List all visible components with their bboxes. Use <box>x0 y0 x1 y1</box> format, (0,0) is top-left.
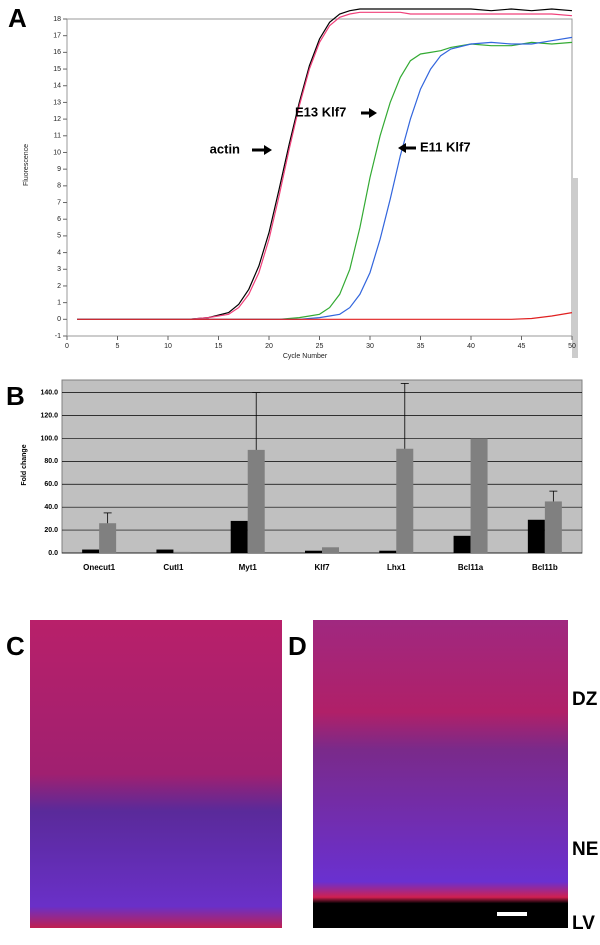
bar <box>470 438 488 553</box>
error-bar <box>103 512 112 524</box>
error-bar <box>400 383 409 449</box>
x-tick-label: 30 <box>366 343 374 350</box>
line <box>77 11 573 320</box>
y-tick-label: 100.0 <box>40 435 58 442</box>
x-tick-label: 25 <box>316 343 324 350</box>
x-tick-label: 15 <box>215 343 223 350</box>
y-tick-label: 120.0 <box>40 412 58 419</box>
bar <box>156 549 174 553</box>
y-tick-label: 60.0 <box>44 481 58 488</box>
x-tick-label: 50 <box>568 343 576 350</box>
y-tick-label: 9 <box>57 166 61 173</box>
bar <box>230 520 248 553</box>
x-tick-label: 45 <box>518 343 526 350</box>
micrograph <box>313 620 568 928</box>
y-tick-label: 14 <box>53 83 61 90</box>
panel-letter: B <box>6 381 25 411</box>
x-tick-label: 35 <box>417 343 425 350</box>
x-tick-label: Bcl11a <box>458 563 484 572</box>
y-axis-label: Fluorescence <box>23 144 30 186</box>
plot-edge <box>572 178 578 358</box>
panel-letter: D <box>288 631 307 661</box>
annotation: actin <box>210 141 240 156</box>
annotation: E13 Klf7 <box>295 104 346 119</box>
bar <box>173 551 191 553</box>
bar <box>305 550 322 553</box>
arrow-head <box>398 143 406 153</box>
x-tick-label: Onecut1 <box>83 563 116 572</box>
error-bar <box>549 490 558 502</box>
bar <box>247 449 265 553</box>
x-tick-label: 40 <box>467 343 475 350</box>
x-tick-label: 20 <box>265 343 273 350</box>
y-tick-label: 2 <box>57 283 61 290</box>
y-tick-label: -1 <box>55 333 61 340</box>
y-tick-label: 17 <box>53 33 61 40</box>
bar <box>322 547 339 553</box>
x-tick-label: Lhx1 <box>387 563 406 572</box>
y-tick-label: 0.0 <box>48 550 58 557</box>
plot-background <box>61 379 583 554</box>
error-bar <box>252 392 261 450</box>
y-tick-label: 15 <box>53 66 61 73</box>
bar <box>527 519 545 553</box>
y-tick-label: 6 <box>57 216 61 223</box>
arrow-head <box>369 108 377 118</box>
y-tick-label: 11 <box>54 133 61 140</box>
x-tick-label: 0 <box>65 343 69 350</box>
y-tick-label: 140.0 <box>40 389 58 396</box>
y-tick-label: 40.0 <box>44 504 58 511</box>
y-axis-label: Fold change <box>21 444 28 485</box>
y-tick-label: 4 <box>57 249 61 256</box>
panel-letter: A <box>8 3 27 33</box>
x-tick-label: Klf7 <box>314 563 330 572</box>
x-tick-label: 5 <box>116 343 120 350</box>
line <box>77 8 573 320</box>
panel-c: C <box>6 620 282 928</box>
y-tick-label: 0 <box>57 316 61 323</box>
annotation: E11 Klf7 <box>420 139 471 154</box>
y-tick-label: 8 <box>57 183 61 190</box>
chart-panel: 0.0 20.0 40.0 60.0 80.0 100.0 120.0 140.0 Onecut… <box>6 379 583 572</box>
y-tick-label: 13 <box>53 99 61 106</box>
bar <box>544 501 562 553</box>
bar <box>453 535 471 553</box>
panel-letter: C <box>6 631 25 661</box>
layer-label: LV <box>572 913 595 934</box>
y-tick-label: 3 <box>57 266 61 273</box>
x-tick-label: Myt1 <box>239 563 258 572</box>
y-tick-label: 10 <box>53 149 61 156</box>
x-axis-label: Cycle Number <box>283 353 328 360</box>
x-tick-label: Bcl11b <box>532 563 558 572</box>
y-tick-label: 1 <box>57 299 61 306</box>
bar <box>379 550 397 553</box>
y-tick-label: 80.0 <box>44 458 58 465</box>
bar <box>99 523 117 553</box>
plot-frame <box>66 18 573 337</box>
arrow-head <box>264 145 272 155</box>
y-tick-label: 5 <box>57 233 61 240</box>
layer-label: DZ <box>572 689 598 710</box>
y-tick-label: 7 <box>57 199 61 206</box>
y-tick-label: 20.0 <box>44 527 58 534</box>
y-tick-label: 12 <box>53 116 61 123</box>
y-tick-label: 18 <box>53 16 61 23</box>
panel-d: D DZ NE LV <box>288 620 598 934</box>
x-tick-label: Cutl1 <box>163 563 184 572</box>
x-tick-label: 10 <box>164 343 172 350</box>
layer-label: NE <box>572 839 598 860</box>
line <box>77 312 573 320</box>
bar <box>396 448 414 553</box>
micrograph <box>30 620 282 928</box>
y-tick-label: 16 <box>53 49 61 56</box>
bar <box>82 549 100 553</box>
